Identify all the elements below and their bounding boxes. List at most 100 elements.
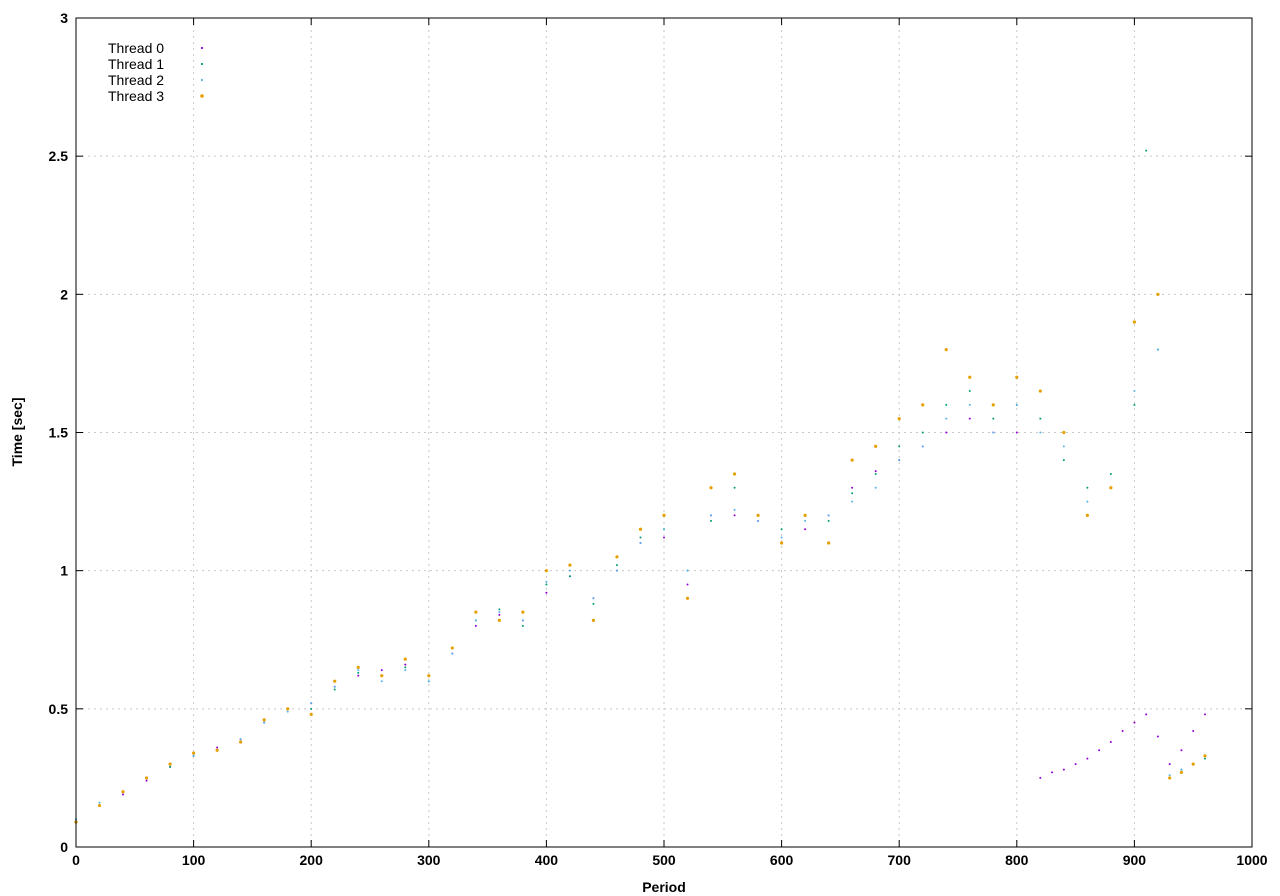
data-point [1062,430,1066,435]
data-point [357,671,360,674]
data-point [851,500,854,503]
data-point [1203,757,1206,760]
data-point [310,707,313,710]
x-tick-label: 500 [652,852,676,868]
y-tick-label: 2.5 [49,148,69,164]
data-point [545,591,548,594]
data-point [356,665,360,669]
x-axis-label: Period [642,879,686,895]
data-point [615,569,618,572]
data-point [1086,757,1089,760]
data-point [380,674,384,678]
data-point [1015,403,1018,406]
x-tick-label: 1000 [1236,852,1267,868]
data-point [1121,729,1124,732]
data-point [380,669,383,672]
data-point [921,403,925,407]
data-point [827,514,830,517]
data-point [945,431,948,434]
data-point [686,569,689,572]
data-point [474,624,477,627]
legend-label: Thread 2 [108,72,164,88]
data-point [1156,735,1159,738]
data-point [263,721,266,724]
data-point [1168,776,1172,780]
data-point [968,390,971,393]
data-point [1085,513,1089,518]
x-tick-label: 800 [1005,852,1029,868]
y-tick-label: 1 [60,563,68,579]
x-tick-label: 200 [300,852,324,868]
data-point [1180,749,1183,752]
data-point [663,528,665,531]
data-point [239,738,242,741]
data-point [592,602,595,605]
x-tick-label: 900 [1123,852,1147,868]
data-point [827,541,831,545]
data-point [1039,417,1042,420]
data-point [474,619,477,622]
legend-marker [200,46,204,50]
data-point [944,348,948,352]
data-point [1145,149,1148,152]
data-point [732,472,737,476]
data-point [145,779,148,782]
data-point [357,674,360,677]
data-point [780,541,784,545]
data-point [357,669,360,672]
data-point [262,718,266,722]
x-tick-label: 0 [72,852,80,868]
data-point [992,417,995,420]
data-point [1015,431,1018,434]
data-point [497,618,501,623]
data-point [1062,445,1065,448]
data-point [662,513,666,518]
data-point [498,613,501,616]
data-point [733,514,736,517]
data-point [1203,713,1206,716]
data-point [945,417,948,420]
data-point [874,444,878,448]
data-point [1203,754,1207,758]
data-point [685,596,690,600]
data-point [521,619,524,622]
data-point [545,580,548,583]
data-point [1133,403,1136,406]
data-point [733,486,736,489]
data-point [710,519,713,522]
data-point [992,431,995,434]
data-point [851,486,854,489]
legend-label: Thread 0 [108,40,164,56]
data-point [921,431,924,434]
y-tick-label: 0 [60,839,68,855]
data-point [1109,740,1112,743]
data-point [568,569,571,572]
data-point [192,751,196,755]
ticks: 0 100 200 300 400 500 600 700 800 900 1000 0 0.5 1 1.5… [49,10,1268,868]
data-point [568,575,571,578]
data-point [615,555,619,559]
data-point [945,403,948,406]
legend-marker [200,94,204,98]
data-point [1086,500,1089,503]
data-point [1133,390,1136,393]
data-point [568,563,572,567]
grid [76,18,1252,847]
data-point [968,403,971,406]
data-point [97,803,102,808]
x-tick-label: 100 [182,852,206,868]
data-point [1039,776,1042,779]
data-point [1086,486,1089,489]
series-thread-1 [75,149,1206,821]
data-point [1133,721,1136,724]
data-point [1062,459,1065,462]
y-axis-label: Time [sec] [9,398,25,467]
data-point [804,519,807,522]
data-point [380,680,383,683]
x-tick-label: 600 [770,852,794,868]
data-point [615,564,618,567]
data-point [780,536,783,539]
data-point [1039,431,1042,434]
data-point [898,445,901,448]
